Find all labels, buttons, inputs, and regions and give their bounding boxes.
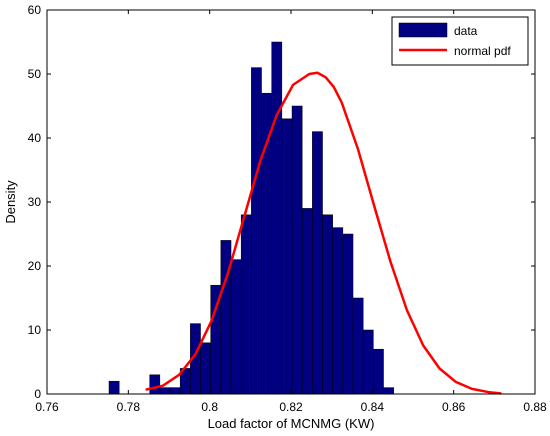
- histogram-bar: [261, 92, 272, 395]
- histogram-bar: [149, 374, 161, 395]
- x-tick-label: 0.82: [279, 400, 303, 414]
- y-tick-label: 40: [28, 131, 42, 145]
- legend-label-data: data: [454, 24, 478, 38]
- y-tick-label: 30: [28, 195, 42, 209]
- x-tick-label: 0.88: [523, 400, 547, 414]
- histogram-bar: [362, 329, 374, 395]
- x-tick-label: 0.86: [442, 400, 466, 414]
- histogram-bar: [108, 380, 120, 395]
- legend-swatch-data: [398, 22, 448, 38]
- x-axis-label: Load factor of MCNMG (KW): [208, 416, 375, 431]
- histogram-bar: [291, 105, 303, 395]
- histogram-bar: [281, 118, 293, 395]
- y-tick-label: 50: [28, 67, 42, 81]
- histogram-bar: [352, 297, 364, 395]
- x-tick-label: 0.76: [35, 400, 59, 414]
- normal-pdf-line: [145, 71, 502, 395]
- histogram-bar: [312, 131, 323, 395]
- histogram-bar: [251, 67, 262, 395]
- histogram-bar: [301, 208, 313, 395]
- histogram-bar: [230, 259, 242, 395]
- legend: data normal pdf: [391, 16, 529, 66]
- y-tick-label: 20: [28, 259, 42, 273]
- y-tick-label: 10: [28, 323, 42, 337]
- histogram-bar: [322, 214, 333, 395]
- histogram-bar: [271, 41, 283, 395]
- y-axis-label: Density: [3, 180, 18, 224]
- y-tick-label: 60: [28, 3, 42, 17]
- x-axis-ticks: 0.76 0.78 0.8 0.82 0.84 0.86 0.88: [35, 10, 547, 414]
- x-tick-label: 0.84: [361, 400, 385, 414]
- x-tick-label: 0.78: [117, 400, 141, 414]
- x-tick-label: 0.8: [201, 400, 218, 414]
- histogram-bar: [169, 387, 181, 395]
- y-axis-ticks: 0 10 20 30 40 50 60: [28, 3, 535, 401]
- histogram-bar: [373, 348, 384, 395]
- histogram-bar: [240, 214, 252, 395]
- normal-pdf-curve: [145, 71, 502, 395]
- histogram-bar: [200, 342, 211, 395]
- y-tick-label: 0: [34, 387, 41, 401]
- histogram-bar: [159, 387, 171, 395]
- histogram-bar: [383, 387, 394, 395]
- histogram-bar: [332, 227, 344, 395]
- histogram-bar: [342, 233, 354, 395]
- legend-label-normal-pdf: normal pdf: [454, 44, 511, 58]
